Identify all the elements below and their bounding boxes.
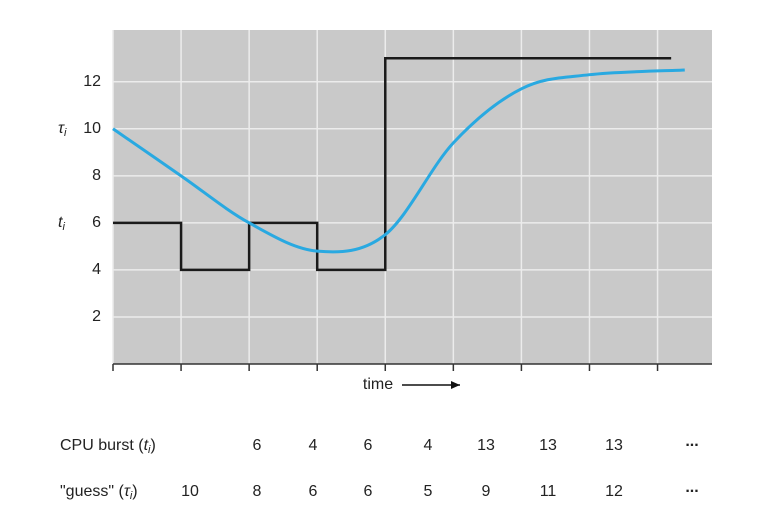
ellipsis: ... — [685, 479, 698, 496]
cell: 6 — [364, 483, 373, 500]
cell: 8 — [253, 483, 262, 500]
cell: 4 — [309, 437, 318, 454]
y-tick-label: 12 — [83, 73, 101, 90]
cell: 9 — [482, 483, 491, 500]
x-axis-label: time — [363, 376, 393, 393]
row-label: "guess" (τi) — [60, 483, 138, 502]
row-label: CPU burst (ti) — [60, 437, 156, 456]
grid — [112, 30, 712, 371]
cell: 6 — [309, 483, 318, 500]
table: CPU burst (ti) 6 4 6 4 13 13 13 ... "guess" (τi) 1… — [60, 433, 699, 502]
cell: 13 — [539, 437, 557, 454]
marks — [112, 56, 685, 272]
y-tick-label: 6 — [92, 214, 101, 231]
annotation: τi — [58, 120, 67, 139]
y-tick-label: 10 — [83, 120, 101, 137]
cell: 6 — [364, 437, 373, 454]
cell: 12 — [605, 483, 623, 500]
y-tick-label: 2 — [92, 308, 101, 325]
cell: 13 — [605, 437, 623, 454]
ellipsis: ... — [685, 433, 698, 450]
burst-line — [113, 56, 672, 272]
plot-area — [113, 30, 712, 364]
cell: 6 — [253, 437, 262, 454]
cell: 4 — [424, 437, 433, 454]
cell: 10 — [181, 483, 199, 500]
cell: 11 — [540, 483, 557, 500]
cell: 13 — [477, 437, 495, 454]
arrow-head — [451, 381, 460, 389]
annotation: ti — [58, 214, 65, 233]
guess-curve — [112, 68, 685, 254]
y-tick-label: 8 — [92, 167, 101, 184]
y-tick-label: 4 — [92, 261, 101, 278]
cell: 5 — [424, 483, 433, 500]
